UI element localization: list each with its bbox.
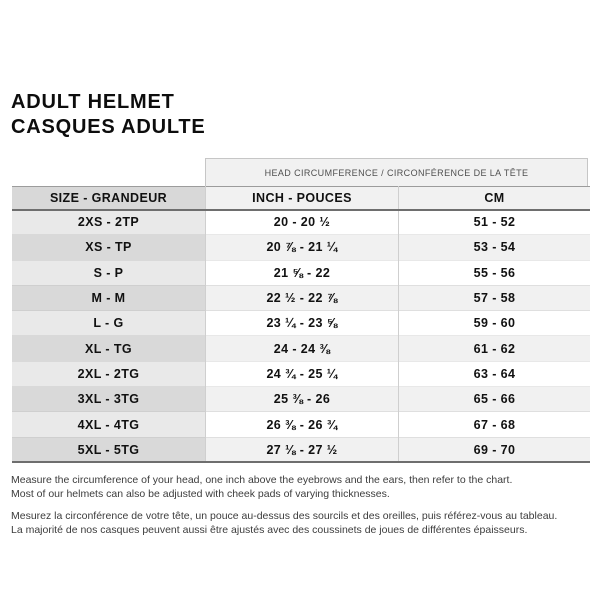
size-cell: 2XS - 2TP <box>12 209 206 235</box>
table-row: 4XL - 4TG 26 ⅜ - 26 ¾ 67 - 68 <box>12 411 590 438</box>
cm-cell: 61 - 62 <box>398 335 590 362</box>
size-cell: L - G <box>12 310 206 336</box>
column-header-inch: INCH - POUCES <box>205 186 399 210</box>
column-header-size: SIZE - GRANDEUR <box>12 186 206 210</box>
inch-cell: 27 ⅛ - 27 ½ <box>205 436 399 463</box>
inch-cell: 21 ⅝ - 22 <box>205 259 399 286</box>
footer-notes: Measure the circumference of your head, … <box>11 473 593 537</box>
table-row: XS - TP 20 ⅞ - 21 ¼ 53 - 54 <box>12 234 590 261</box>
inch-cell: 25 ⅜ - 26 <box>205 386 399 412</box>
table-header-row: SIZE - GRANDEUR INCH - POUCES CM <box>12 186 590 210</box>
size-cell: XL - TG <box>12 335 206 362</box>
table-row: M - M 22 ½ - 22 ⅞ 57 - 58 <box>12 284 590 311</box>
footer-note-en-line2: Most of our helmets can also be adjusted… <box>11 488 390 500</box>
footer-note-fr: Mesurez la circonférence de votre tête, … <box>11 509 593 537</box>
table-row: S - P 21 ⅝ - 22 55 - 56 <box>12 259 590 286</box>
cm-cell: 67 - 68 <box>398 411 590 438</box>
inch-cell: 20 ⅞ - 21 ¼ <box>205 234 399 261</box>
cm-cell: 57 - 58 <box>398 284 590 311</box>
inch-cell: 24 ¾ - 25 ¼ <box>205 360 399 387</box>
size-cell: M - M <box>12 284 206 311</box>
inch-cell: 20 - 20 ½ <box>205 209 399 235</box>
column-header-cm: CM <box>398 186 590 210</box>
footer-note-fr-line1: Mesurez la circonférence de votre tête, … <box>11 510 558 522</box>
cm-cell: 55 - 56 <box>398 259 590 286</box>
footer-note-en: Measure the circumference of your head, … <box>11 473 593 501</box>
footer-note-en-line1: Measure the circumference of your head, … <box>11 474 513 486</box>
cm-cell: 65 - 66 <box>398 386 590 412</box>
table-row: 3XL - 3TG 25 ⅜ - 26 65 - 66 <box>12 386 590 412</box>
size-cell: 2XL - 2TG <box>12 360 206 387</box>
cm-cell: 59 - 60 <box>398 310 590 336</box>
inch-cell: 22 ½ - 22 ⅞ <box>205 284 399 311</box>
page-title-fr: CASQUES ADULTE <box>11 116 206 138</box>
inch-cell: 26 ⅜ - 26 ¾ <box>205 411 399 438</box>
head-circumference-span-header: HEAD CIRCUMFERENCE / CIRCONFÉRENCE DE LA… <box>205 158 588 186</box>
size-cell: 5XL - 5TG <box>12 436 206 463</box>
size-cell: S - P <box>12 259 206 286</box>
size-cell: 4XL - 4TG <box>12 411 206 438</box>
table-row: L - G 23 ¼ - 23 ⅝ 59 - 60 <box>12 310 590 336</box>
cm-cell: 69 - 70 <box>398 436 590 463</box>
footer-note-fr-line2: La majorité de nos casques peuvent aussi… <box>11 524 528 536</box>
size-table: SIZE - GRANDEUR INCH - POUCES CM 2XS - 2… <box>12 186 590 464</box>
table-row: 2XS - 2TP 20 - 20 ½ 51 - 52 <box>12 209 590 235</box>
page-title-en: ADULT HELMET <box>11 91 175 113</box>
cm-cell: 63 - 64 <box>398 360 590 387</box>
page-title: ADULT HELMET CASQUES ADULTE <box>11 90 206 140</box>
inch-cell: 23 ¼ - 23 ⅝ <box>205 310 399 336</box>
table-row: XL - TG 24 - 24 ⅜ 61 - 62 <box>12 335 590 362</box>
table-row: 5XL - 5TG 27 ⅛ - 27 ½ 69 - 70 <box>12 436 590 463</box>
table-row: 2XL - 2TG 24 ¾ - 25 ¼ 63 - 64 <box>12 360 590 387</box>
cm-cell: 51 - 52 <box>398 209 590 235</box>
size-cell: XS - TP <box>12 234 206 261</box>
cm-cell: 53 - 54 <box>398 234 590 261</box>
inch-cell: 24 - 24 ⅜ <box>205 335 399 362</box>
size-cell: 3XL - 3TG <box>12 386 206 412</box>
